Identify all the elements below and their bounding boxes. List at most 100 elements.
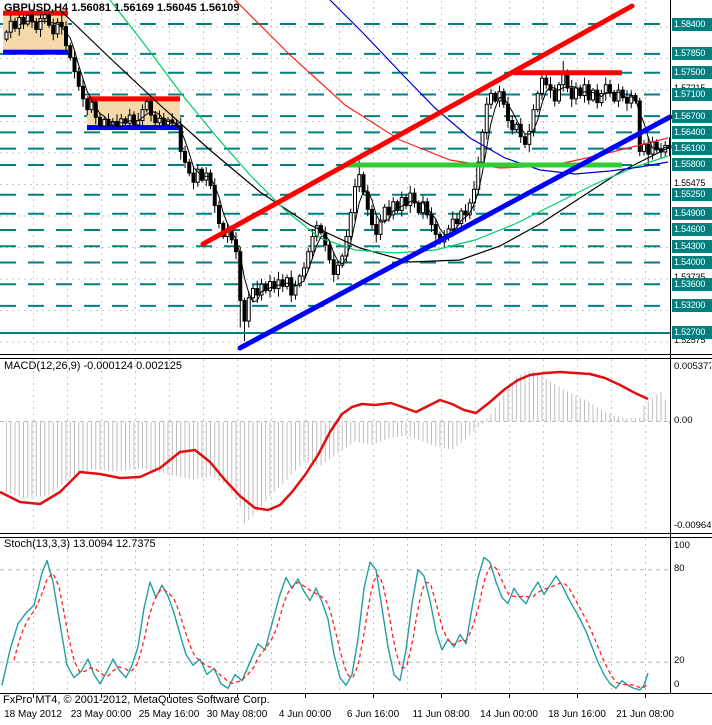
stoch-k-line [1,556,649,691]
price-axis[interactable]: 1.572151.554751.537351.525751.584001.578… [671,0,712,694]
candle-body [183,150,187,163]
candle-body [76,71,81,87]
stoch-indicator-label: Stoch(13,3,3) 13.0094 12.7375 [4,538,156,550]
candle-body [544,77,549,86]
candle-body [416,202,421,214]
candle-body [246,297,251,322]
ma-green [109,0,669,254]
range-box-bottom [87,125,180,131]
time-axis-label: 14 Jun 00:00 [480,709,538,720]
price-badge: 1.57100 [672,87,712,101]
candle-body [608,84,612,93]
candle-body [276,279,281,290]
price-badge: 1.53600 [672,277,712,291]
candle-body [268,280,272,292]
candle-body [8,20,13,33]
time-axis-label: 6 Jun 16:00 [346,709,400,720]
candle-body [467,202,472,216]
axis-price-label: 1.52575 [674,334,706,345]
time-axis-label: 21 Jun 08:00 [616,709,674,720]
candle-body [42,14,47,20]
candle-body [637,100,642,152]
stoch-d-line [13,565,648,689]
candle-body [55,21,60,35]
candle-body [599,92,604,104]
candle-body [365,191,370,210]
copyright-text: FxPro MT4, © 2001-2012, MetaQuotes Softw… [3,694,270,706]
candle-body [497,91,502,102]
candle-body [578,87,583,97]
candle-body [217,205,221,224]
candle-body [340,255,345,266]
candle-body [17,16,22,29]
candle-body [395,201,400,211]
chart-title: GBPUSD,H4 1.56081 1.56169 1.56045 1.5610… [4,2,240,14]
candle-body [4,31,9,40]
candle-body [433,224,438,235]
candle-body [81,85,85,100]
candle-body [72,57,77,73]
candle-body [514,123,519,131]
candle-body [391,201,396,216]
candle-body [195,168,200,183]
ma-fast [19,19,670,303]
candle-body [310,236,315,253]
candle-body [132,114,136,126]
ma-red [234,0,669,169]
range-box-top [87,96,180,102]
macd-axis-label: 0.005377 [674,361,711,372]
candle-body [412,192,417,204]
candle-body [540,77,544,94]
time-axis-label: 11 Jun 08:00 [412,709,470,720]
candle-body [251,288,255,299]
price-badge: 1.56400 [672,125,712,139]
candle-body [127,114,132,124]
candle-body [476,161,481,190]
candle-body [47,14,51,26]
time-axis-label: 18 May 2012 [4,709,62,720]
candle-body [89,101,94,111]
candle-body [595,89,600,104]
candle-body [259,283,264,296]
stoch-axis-label: 80 [674,563,685,574]
candle-body [149,101,153,116]
candle-body [314,225,319,238]
axis-price-label: 1.53735 [674,271,712,283]
candle-body [289,277,294,296]
candle-body [25,14,30,25]
candle-body [38,18,43,30]
candle-body [642,143,646,152]
time-axis[interactable]: 18 May 2012 23 May 00:00 25 May 16:00 30 Ma… [0,707,712,725]
candle-body [557,84,561,102]
candle-body [484,103,489,133]
candle-body [353,186,357,214]
price-badge: 1.54600 [672,223,712,237]
candle-body [263,283,268,292]
candle-body [153,114,158,124]
candle-body [493,92,498,102]
candle-body [382,206,387,221]
candle-body [378,219,383,235]
stoch-axis-label: 0 [674,679,680,690]
candle-body [463,210,468,216]
candle-body [336,264,340,275]
candle-body [285,277,289,287]
candle-body [272,280,277,290]
stoch-axis-label: 100 [674,540,690,551]
range-box-top [3,10,68,16]
candle-body [348,212,353,238]
macd-axis-label: 0.00 [674,415,693,426]
candle-body [13,20,17,29]
candle-body [591,89,595,101]
macd-axis-label: -0.009645 [674,520,711,531]
channel-bottom-blue [237,114,673,351]
candle-body [30,14,34,23]
price-badge: 1.57500 [672,66,712,80]
candle-body [472,188,476,204]
ma-slow-black [59,9,669,263]
candle-body [98,116,102,127]
time-axis-label: 30 May 08:00 [206,709,268,720]
candle-body [238,251,243,301]
